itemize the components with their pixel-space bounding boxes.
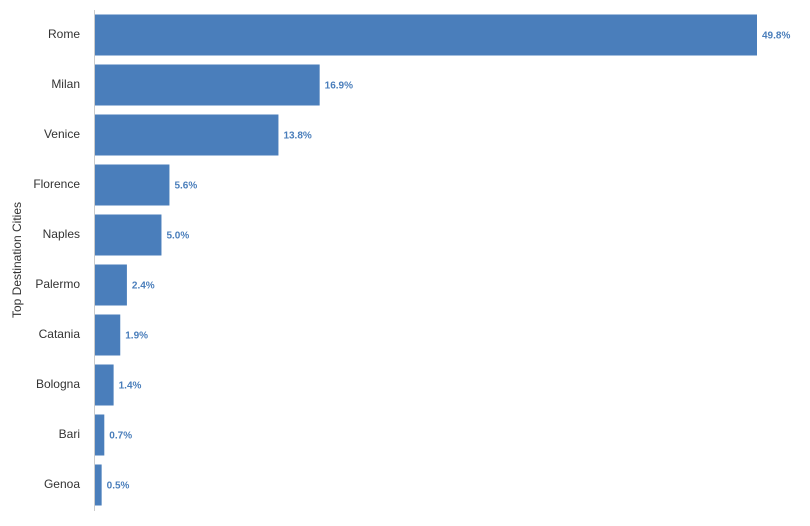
value-label: 1.9% (125, 331, 148, 342)
y-tick-label: Milan (51, 77, 80, 91)
value-label: 5.0% (166, 231, 189, 242)
bar (95, 214, 162, 256)
value-label: 0.7% (109, 431, 132, 442)
bar (95, 14, 757, 56)
value-label: 5.6% (174, 181, 197, 192)
bar (95, 114, 279, 156)
y-tick-label: Catania (39, 327, 81, 341)
bar (95, 314, 121, 356)
y-tick-label: Bari (59, 427, 80, 441)
bar (95, 414, 105, 456)
value-label: 0.5% (107, 481, 130, 492)
y-tick-label: Rome (48, 27, 80, 41)
bar (95, 464, 102, 506)
bar (95, 164, 170, 206)
y-tick-label: Bologna (36, 377, 80, 391)
bar (95, 264, 127, 306)
y-axis-title: Top Destination Cities (10, 202, 24, 318)
y-tick-label: Naples (43, 227, 80, 241)
value-label: 16.9% (325, 81, 353, 92)
bar (95, 64, 320, 106)
value-label: 2.4% (132, 281, 155, 292)
value-label: 49.8% (762, 31, 790, 42)
value-label: 13.8% (283, 131, 311, 142)
y-tick-label: Florence (33, 177, 80, 191)
y-tick-label: Venice (44, 127, 80, 141)
y-tick-label: Palermo (35, 277, 80, 291)
value-label: 1.4% (119, 381, 142, 392)
y-tick-label: Genoa (44, 477, 80, 491)
bar (95, 364, 114, 406)
